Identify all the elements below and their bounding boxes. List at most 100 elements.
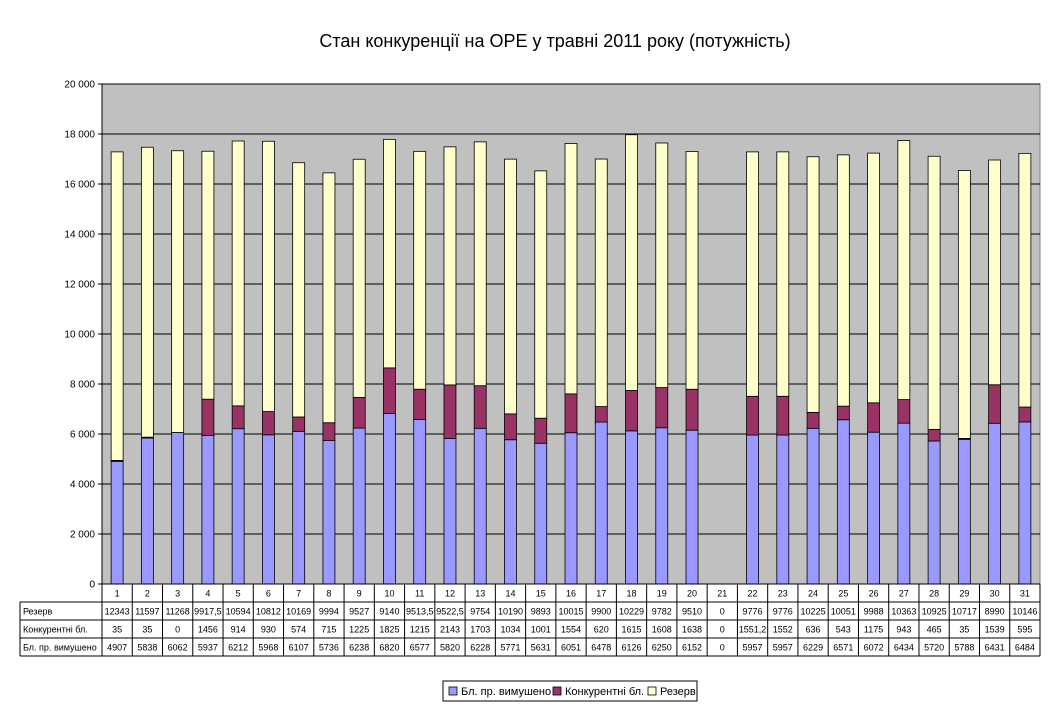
bar-segment bbox=[927, 428, 941, 442]
data-label: 9754 bbox=[470, 607, 490, 617]
bar-segment bbox=[897, 140, 911, 400]
bar-segment bbox=[927, 440, 941, 585]
plot-area: 0 2 000 4 000 6 000 8 000 10 000 12 000 14 000 1… bbox=[64, 80, 1041, 591]
data-label: 9893 bbox=[531, 607, 551, 617]
bar-segment bbox=[231, 428, 245, 585]
data-label: 6051 bbox=[561, 643, 581, 653]
bar-segment bbox=[140, 437, 154, 585]
bar-segment bbox=[292, 416, 306, 432]
data-label: 10225 bbox=[801, 607, 826, 617]
data-label: 11597 bbox=[135, 607, 159, 617]
x-tick-label: 26 bbox=[869, 589, 879, 599]
data-label: 10169 bbox=[286, 607, 311, 617]
data-label: 1552 bbox=[773, 625, 793, 635]
bar-segment bbox=[957, 170, 971, 439]
data-label: 9900 bbox=[591, 607, 611, 617]
data-label: 1215 bbox=[410, 625, 430, 635]
y-tick-label: 2 000 bbox=[70, 530, 95, 541]
bar-segment bbox=[322, 440, 336, 585]
x-tick-label: 8 bbox=[326, 589, 331, 599]
data-label: 10229 bbox=[619, 607, 644, 617]
data-label: 9522,5 bbox=[436, 607, 464, 617]
x-tick-label: 3 bbox=[175, 589, 180, 599]
x-tick-label: 13 bbox=[475, 589, 485, 599]
bar-segment bbox=[413, 388, 427, 420]
data-label: 5631 bbox=[531, 643, 551, 653]
bar-segment bbox=[685, 388, 699, 431]
data-label: 6152 bbox=[682, 643, 702, 653]
bar-segment bbox=[443, 146, 457, 386]
data-label: 4907 bbox=[107, 643, 127, 653]
bar-segment bbox=[473, 141, 487, 387]
data-label: 9527 bbox=[349, 607, 369, 617]
bar-segment bbox=[1018, 406, 1032, 423]
bar-segment bbox=[806, 427, 820, 585]
bar-segment bbox=[292, 162, 306, 418]
bar-segment bbox=[352, 397, 366, 429]
data-label: 12343 bbox=[105, 607, 130, 617]
bar-segment bbox=[201, 398, 215, 436]
bar-segment bbox=[443, 384, 457, 439]
data-label: 5957 bbox=[743, 643, 763, 653]
data-label: 6484 bbox=[1015, 643, 1035, 653]
data-label: 10363 bbox=[891, 607, 916, 617]
bar-segment bbox=[867, 431, 880, 585]
x-tick-label: 18 bbox=[627, 589, 637, 599]
bar-segment bbox=[504, 158, 517, 415]
data-label: 35 bbox=[142, 625, 152, 635]
data-label: 574 bbox=[291, 625, 306, 635]
data-label: 0 bbox=[720, 643, 725, 653]
data-label: 1539 bbox=[985, 625, 1005, 635]
data-label: 5968 bbox=[258, 643, 278, 653]
bar-segment bbox=[534, 170, 548, 419]
bar-segment bbox=[504, 439, 517, 585]
data-label: 943 bbox=[896, 625, 911, 635]
bar-segment bbox=[443, 438, 457, 585]
data-label: 9917,5 bbox=[194, 607, 222, 617]
data-label: 9776 bbox=[773, 607, 793, 617]
data-label: 6228 bbox=[470, 643, 490, 653]
bar-segment bbox=[564, 143, 578, 395]
bar-segment bbox=[383, 367, 396, 414]
data-label: 6072 bbox=[864, 643, 884, 653]
bar-segment bbox=[897, 399, 911, 424]
bar-segment bbox=[836, 154, 850, 407]
data-label: 9988 bbox=[864, 607, 884, 617]
legend-box bbox=[442, 680, 698, 702]
x-tick-label: 25 bbox=[838, 589, 848, 599]
y-tick-label: 14 000 bbox=[64, 230, 95, 241]
bar-segment bbox=[594, 421, 608, 585]
x-tick-label: 12 bbox=[445, 589, 455, 599]
bar-segment bbox=[594, 406, 608, 423]
data-label: 35 bbox=[112, 625, 122, 635]
data-label: 6107 bbox=[289, 643, 309, 653]
x-tick-label: 30 bbox=[990, 589, 1000, 599]
bar-segment bbox=[806, 411, 820, 429]
data-label: 1608 bbox=[652, 625, 672, 635]
bar-segment bbox=[685, 429, 699, 585]
x-tick-label: 15 bbox=[536, 589, 546, 599]
data-label: 0 bbox=[720, 625, 725, 635]
legend-swatch bbox=[647, 686, 657, 696]
data-label: 8990 bbox=[985, 607, 1005, 617]
data-label: 5736 bbox=[319, 643, 339, 653]
data-label: 914 bbox=[231, 625, 246, 635]
data-label: 6126 bbox=[622, 643, 642, 653]
bar-segment bbox=[927, 155, 941, 430]
bar-segment bbox=[594, 158, 608, 407]
data-label: 1034 bbox=[500, 625, 520, 635]
bar-segment bbox=[988, 384, 1002, 424]
data-label: 10594 bbox=[226, 607, 251, 617]
bar-segment bbox=[625, 430, 638, 585]
legend-label: Конкурентні бл. bbox=[565, 686, 644, 698]
data-label: 1001 bbox=[531, 625, 551, 635]
bar-segment bbox=[655, 427, 669, 585]
data-label: 10925 bbox=[922, 607, 947, 617]
bar-segment bbox=[201, 435, 215, 585]
bar-segment bbox=[836, 419, 850, 585]
bar-segment bbox=[171, 432, 185, 585]
bar-segment bbox=[140, 146, 154, 438]
x-tick-label: 23 bbox=[778, 589, 788, 599]
bar-segment bbox=[625, 390, 638, 432]
data-label: 6250 bbox=[652, 643, 672, 653]
